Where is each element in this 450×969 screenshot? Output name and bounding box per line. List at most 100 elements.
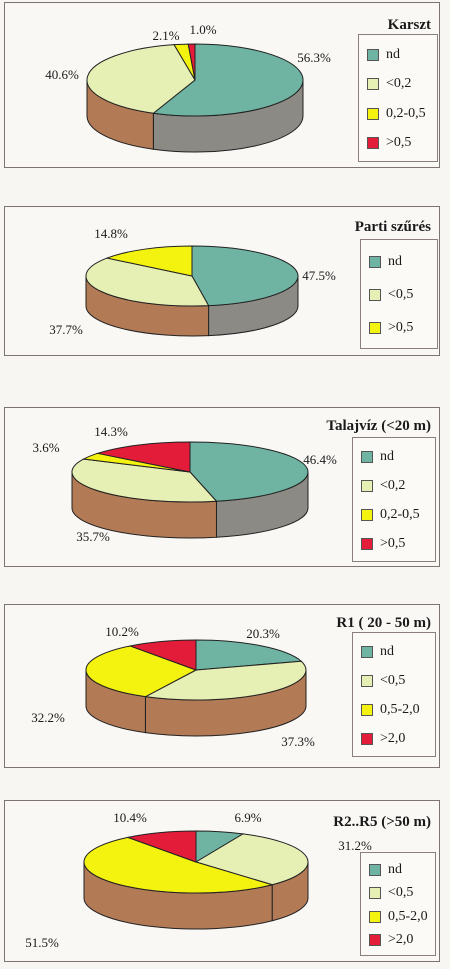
legend-label: nd [388, 861, 402, 877]
legend-label: <0,2 [386, 76, 412, 92]
legend-item: <0,5 [369, 285, 413, 305]
chart-panel: R1 ( 20 - 50 m) 20.3% 37.3% 32.2% 10.2% nd <0,… [4, 604, 440, 768]
legend-item: >0,5 [369, 318, 413, 338]
legend-item: >0,5 [367, 133, 411, 153]
pie-slice [152, 43, 304, 117]
legend-item: >2,0 [361, 729, 405, 749]
chart-title: R1 ( 20 - 50 m) [336, 615, 431, 631]
legend-item: 0,2-0,5 [361, 505, 420, 525]
legend-label: nd [386, 46, 400, 62]
legend-item: nd [369, 860, 402, 880]
slice-value-label: 2.1% [152, 28, 180, 43]
legend-label: nd [380, 644, 394, 660]
legend-label: >2,0 [380, 730, 406, 746]
chart-panel: Parti szűrés 47.5% 37.7% 14.8% nd <0,5 >0,5 [4, 206, 440, 356]
pie-slice [105, 245, 193, 277]
legend-swatch [369, 887, 381, 900]
pie-slice [85, 257, 210, 307]
chart-title: Parti szűrés [354, 219, 431, 235]
legend-label: nd [380, 449, 394, 465]
legend-label: <0,2 [380, 478, 406, 494]
legend-swatch [361, 537, 373, 550]
slice-value-label: 3.6% [32, 440, 60, 455]
legend-label: >0,5 [386, 135, 412, 151]
legend-label: 0,5-2,0 [380, 701, 420, 717]
legend-label: 0,2-0,5 [386, 105, 426, 121]
slice-value-label: 10.4% [113, 810, 147, 825]
legend-item: <0,5 [369, 883, 413, 903]
chart-legend: nd <0,5 0,5-2,0 >2,0 [352, 632, 436, 757]
legend-item: <0,5 [361, 671, 405, 691]
slice-value-label: 14.3% [94, 424, 128, 439]
chart-panel: R2..R5 (>50 m) 6.9% 31.2% 51.5% 10.4% nd <0,5 0… [4, 800, 440, 962]
slice-value-label: 31.2% [338, 838, 372, 853]
slice-value-label: 47.5% [302, 268, 336, 283]
legend-item: nd [367, 45, 400, 65]
chart-legend: nd <0,2 0,2-0,5 >0,5 [358, 34, 438, 162]
chart-title: Karszt [387, 17, 431, 33]
slice-value-label: 14.8% [94, 226, 128, 241]
legend-item: <0,2 [361, 476, 405, 496]
slice-value-label: 37.7% [49, 322, 83, 337]
legend-label: 0,5-2,0 [388, 908, 428, 924]
legend-item: nd [361, 642, 394, 662]
legend-swatch [361, 451, 373, 464]
pie-slice [143, 660, 307, 701]
slice-value-label: 46.4% [303, 452, 337, 467]
legend-label: >0,5 [380, 535, 406, 551]
chart-panel: Karszt 56.3% 40.6% 2.1% 1.0% nd <0,2 0,2-0,5 >0,… [4, 2, 440, 168]
legend-swatch [369, 934, 381, 947]
legend-swatch [361, 703, 373, 716]
pie-slice [83, 836, 275, 894]
slice-value-label: 6.9% [234, 810, 262, 825]
chart-legend: nd <0,5 >0,5 [360, 239, 438, 349]
chart-panel: Talajvíz (<20 m) 46.4% 35.7% 3.6% 14.3% nd <0,… [4, 407, 440, 567]
legend-item: >2,0 [369, 930, 413, 950]
chart-title: Talajvíz (<20 m) [326, 418, 431, 434]
legend-swatch [361, 646, 373, 659]
pie-slice [194, 833, 309, 886]
legend-item: 0,5-2,0 [361, 700, 420, 720]
pie-slice [195, 639, 303, 671]
slice-value-label: 51.5% [25, 935, 59, 950]
pie-slice [95, 441, 191, 473]
legend-swatch [369, 289, 381, 301]
legend-swatch [361, 732, 373, 745]
legend-label: <0,5 [380, 673, 406, 689]
pie-slice [189, 441, 309, 502]
legend-swatch [367, 48, 379, 61]
legend-label: 0,2-0,5 [380, 506, 420, 522]
legend-swatch [369, 910, 381, 923]
pie-slice [86, 44, 196, 114]
legend-swatch [369, 863, 381, 876]
slice-value-label: 40.6% [45, 67, 79, 82]
pie-slice [126, 830, 197, 863]
legend-item: <0,2 [367, 74, 411, 94]
slice-value-label: 20.3% [246, 626, 280, 641]
legend-swatch [367, 137, 379, 150]
legend-swatch [369, 322, 381, 335]
legend-swatch [361, 480, 373, 493]
legend-swatch [367, 78, 379, 91]
pie-slice [71, 458, 218, 503]
pie-slice [191, 245, 299, 307]
legend-swatch [367, 107, 379, 120]
legend-item: nd [361, 447, 394, 467]
chart-legend: nd <0,2 0,2-0,5 >0,5 [352, 437, 436, 562]
legend-label: >2,0 [388, 932, 414, 948]
legend-label: >0,5 [388, 320, 414, 336]
legend-item: 0,5-2,0 [369, 907, 428, 927]
pie-slice [85, 645, 198, 698]
legend-label: <0,5 [388, 885, 414, 901]
legend-swatch [369, 255, 381, 268]
legend-label: <0,5 [388, 287, 414, 302]
legend-swatch [361, 675, 373, 688]
slice-value-label: 37.3% [281, 734, 315, 749]
slice-value-label: 32.2% [31, 710, 65, 725]
slice-value-label: 35.7% [76, 529, 110, 544]
